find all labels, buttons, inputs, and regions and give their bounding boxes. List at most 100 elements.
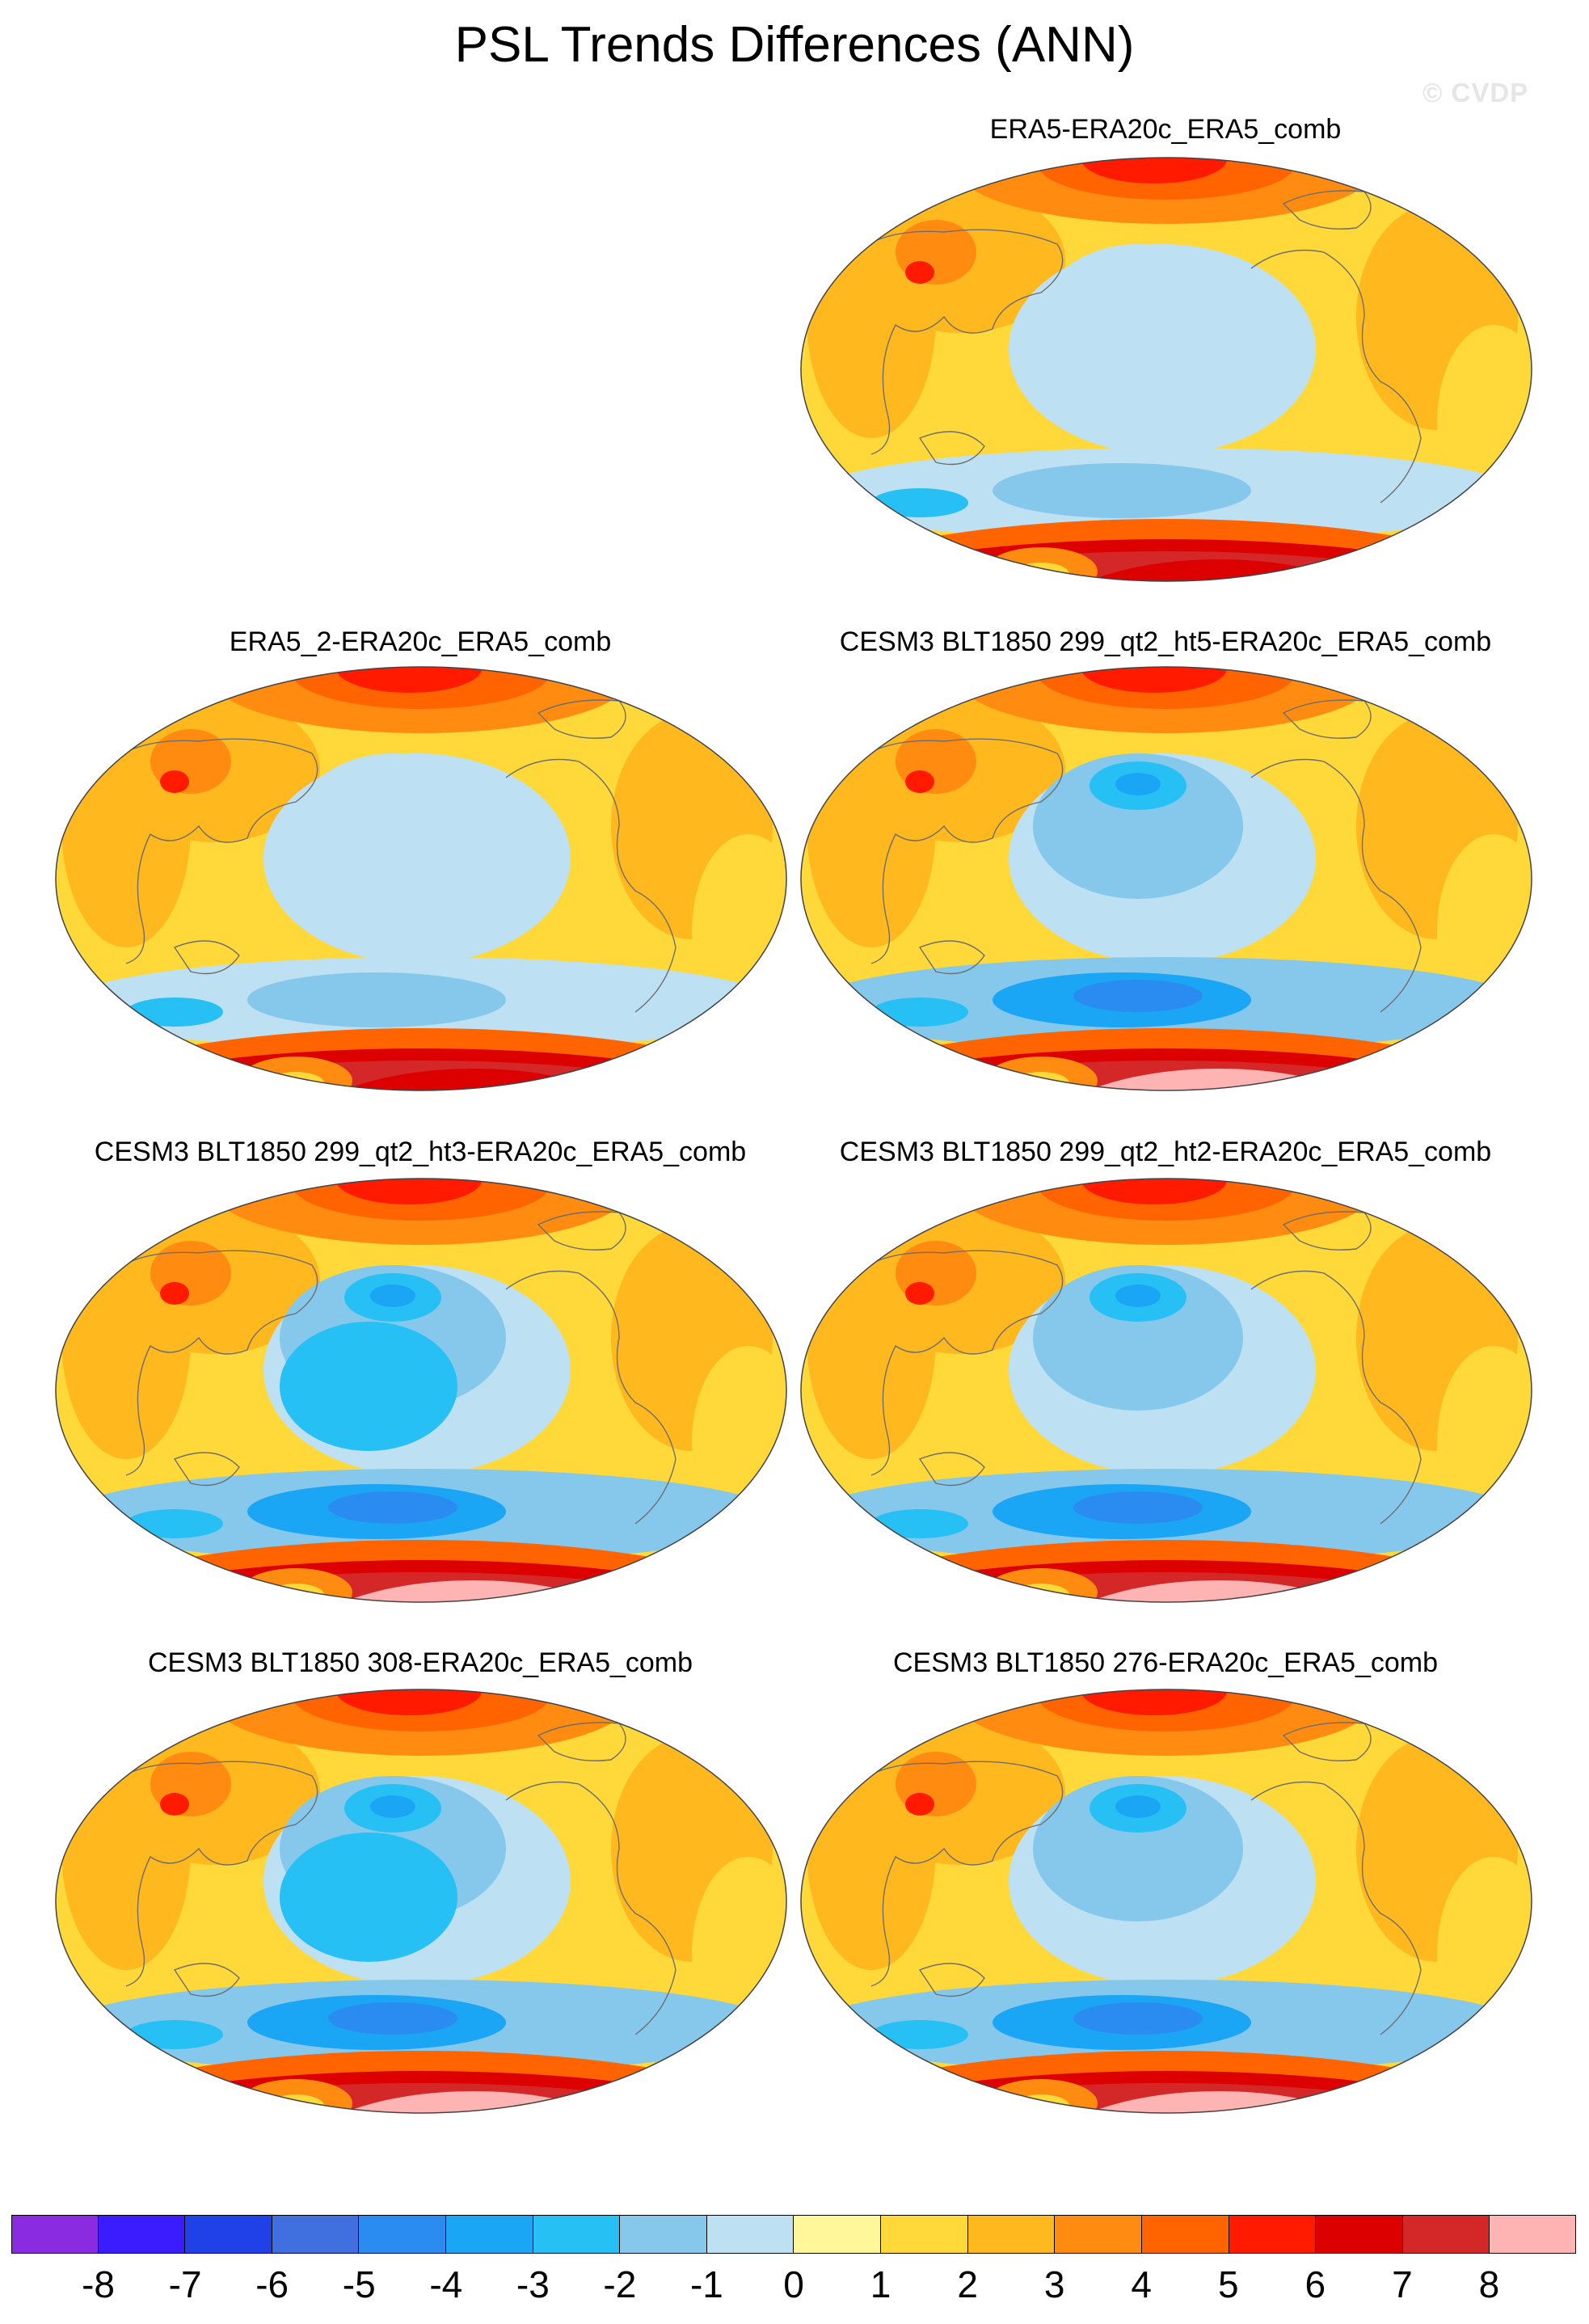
field-hot-spot <box>905 1282 934 1305</box>
colorbar-box-6 <box>533 2215 621 2254</box>
colorbar-frame <box>11 2215 1576 2254</box>
colorbar <box>11 2215 1576 2254</box>
field-antarctic-warm <box>268 2094 324 2113</box>
field-antarctic-warm <box>239 2079 352 2113</box>
field-arctic <box>1081 1179 1227 1204</box>
coastline <box>1250 758 1422 1013</box>
field-antarctic-warm <box>1013 1072 1069 1090</box>
coastline <box>1282 1722 1372 1761</box>
field-southern-core <box>126 1509 223 1538</box>
map-svg <box>55 666 787 1091</box>
field-southern-core <box>1073 2002 1203 2035</box>
map-border <box>55 1689 787 2114</box>
colorbar-box-16 <box>1402 2215 1490 2254</box>
field-layer <box>56 1179 786 1602</box>
field-cool-core <box>1115 1284 1161 1307</box>
coastline <box>505 758 676 1013</box>
coastline <box>109 1761 318 1987</box>
map-border <box>800 157 1532 582</box>
map-panel-p4 <box>53 1176 789 1605</box>
coastline <box>173 940 240 975</box>
colorbar-tick-label: 7 <box>1392 2263 1413 2305</box>
field-antarctic-warm <box>268 1072 324 1090</box>
field-southern-core <box>126 998 223 1027</box>
field-layer <box>801 1179 1532 1602</box>
field-hot-spot <box>905 770 934 793</box>
field-southern-core <box>1073 1491 1203 1524</box>
map-border <box>800 1178 1532 1603</box>
colorbar-box-11 <box>967 2215 1056 2254</box>
coastline <box>505 1781 676 2035</box>
field-arctic <box>336 1689 482 1715</box>
coastline <box>1250 1270 1422 1525</box>
colorbar-box-9 <box>794 2215 882 2254</box>
coastline <box>1282 190 1372 230</box>
field-hot-spot <box>905 261 934 284</box>
colorbar-box-10 <box>881 2215 968 2254</box>
field-antarctic-high <box>296 2091 651 2113</box>
map-border <box>55 666 787 1091</box>
coastline <box>1282 699 1372 739</box>
field-southern-core <box>328 2002 457 2035</box>
field-cool-core <box>280 1833 457 1962</box>
field-layer <box>56 667 786 1090</box>
colorbar-tick-label: 1 <box>870 2263 891 2305</box>
field-cool-region <box>1033 1776 1243 1921</box>
field-southern-core <box>328 1491 457 1524</box>
coastline <box>1250 249 1422 504</box>
colorbar-tick-label: -5 <box>342 2263 376 2305</box>
panel-title-p2: ERA5_2-ERA20c_ERA5_comb <box>229 626 612 657</box>
field-cool-region <box>1033 753 1243 899</box>
field-arctic <box>1081 158 1227 183</box>
panel-title-p7: CESM3 BLT1850 276-ERA20c_ERA5_comb <box>892 1647 1439 1678</box>
coastline <box>173 1963 240 1997</box>
figure-title: PSL Trends Differences (ANN) <box>454 17 1135 73</box>
field-arctic <box>1081 1689 1227 1715</box>
field-cool-core <box>280 1322 457 1451</box>
field-layer <box>801 158 1532 581</box>
field-antarctic-warm <box>1013 1584 1069 1602</box>
field-southern-core <box>126 2020 223 2049</box>
field-southern-core <box>871 2020 968 2049</box>
field-cool-core <box>370 1795 415 1818</box>
colorbar-tick-label: 3 <box>1043 2263 1065 2305</box>
map-svg <box>800 1689 1532 2114</box>
panel-title-p6: CESM3 BLT1850 308-ERA20c_ERA5_comb <box>147 1647 693 1678</box>
field-antarctic-warm <box>268 1584 324 1602</box>
field-southern-core <box>247 972 506 1027</box>
field-arctic <box>1081 667 1227 693</box>
field-antarctic-warm <box>984 2079 1098 2113</box>
map-panel-p3 <box>799 664 1534 1093</box>
field-southern-core <box>993 463 1251 518</box>
cvdp-watermark: © CVDP <box>1423 78 1529 108</box>
colorbar-tick-label: 4 <box>1131 2263 1153 2305</box>
field-southern-core <box>871 488 968 517</box>
colorbar-box-14 <box>1229 2215 1317 2254</box>
map-svg <box>55 1178 787 1603</box>
colorbar-tick-label: 8 <box>1478 2263 1500 2305</box>
field-antarctic-warm <box>984 1568 1098 1602</box>
coastline <box>173 1452 240 1487</box>
field-layer <box>801 667 1532 1090</box>
colorbar-box-8 <box>706 2215 794 2254</box>
field-antarctic-warm <box>239 1057 352 1090</box>
colorbar-tick-label: -2 <box>603 2263 637 2305</box>
colorbar-tick-label: 5 <box>1217 2263 1239 2305</box>
map-svg <box>800 157 1532 582</box>
colorbar-box-17 <box>1490 2215 1576 2254</box>
map-panel-p1 <box>799 155 1534 584</box>
field-cool-region <box>1033 1265 1243 1411</box>
field-arctic <box>336 667 482 693</box>
colorbar-box-0 <box>11 2215 99 2254</box>
coastline <box>537 1722 626 1761</box>
coastline <box>854 229 1064 455</box>
map-panel-p6 <box>53 1687 789 2115</box>
panel-title-p5: CESM3 BLT1850 299_qt2_ht2-ERA20c_ERA5_co… <box>839 1137 1492 1167</box>
field-antarctic-warm <box>1013 2094 1069 2113</box>
coastline <box>918 940 985 975</box>
field-hot-spot <box>160 770 189 793</box>
field-cool-core <box>370 1284 415 1307</box>
map-border <box>55 1178 787 1603</box>
colorbar-tick-label: -1 <box>689 2263 723 2305</box>
coastline <box>537 699 626 739</box>
